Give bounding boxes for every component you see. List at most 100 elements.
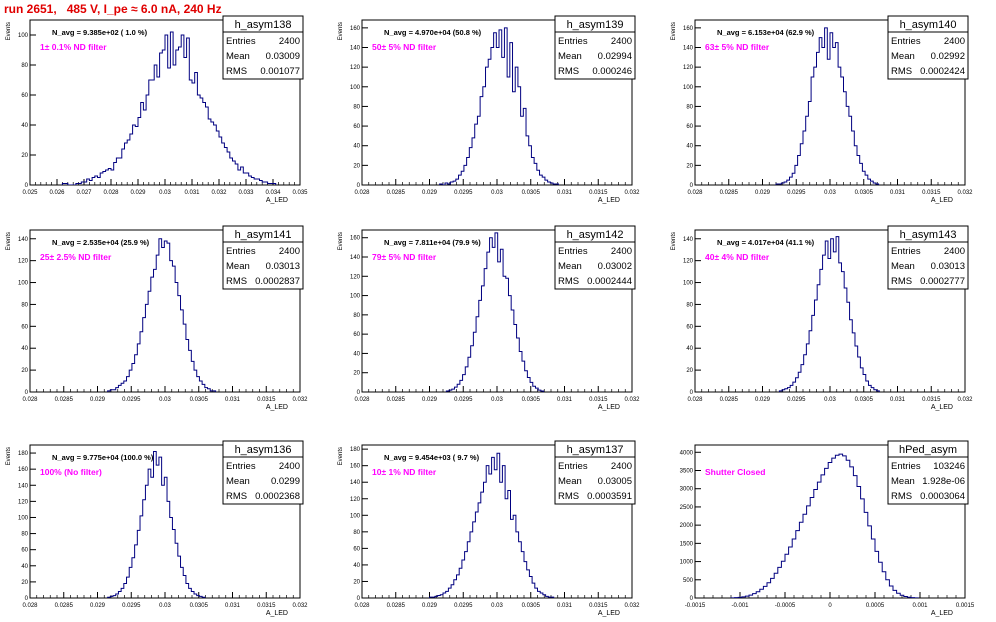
- x-axis-label: A_LED: [931, 197, 953, 204]
- y-tick-label: 40: [353, 351, 360, 357]
- x-tick-label: 0.031: [557, 397, 573, 403]
- filter-annotation: 100% (No filter): [40, 467, 102, 477]
- y-tick-label: 100: [683, 85, 694, 91]
- stats-key: RMS: [558, 66, 579, 77]
- histogram-series: [730, 453, 919, 598]
- y-tick-label: 40: [21, 564, 28, 570]
- filter-annotation: 1± 0.1% ND filter: [40, 42, 107, 52]
- y-tick-label: 20: [21, 368, 28, 374]
- stats-key: Mean: [891, 51, 915, 62]
- histogram-series: [107, 450, 206, 598]
- x-tick-label: 0.032: [292, 397, 308, 403]
- x-tick-label: 0.0315: [922, 397, 941, 403]
- x-tick-label: 0.0285: [720, 397, 739, 403]
- y-tick-label: 120: [683, 65, 694, 71]
- stats-box: [887, 31, 969, 80]
- stats-key: Entries: [226, 461, 256, 472]
- x-tick-label: -0.0015: [685, 603, 706, 609]
- navg-label: N_avg = 4.017e+04 (41.1 %): [717, 238, 815, 247]
- x-tick-label: 0.029: [90, 603, 106, 609]
- x-tick-label: 0.031: [557, 603, 573, 609]
- stats-value: 0.000246: [592, 66, 632, 77]
- y-tick-label: 80: [686, 302, 693, 308]
- y-tick-label: 1500: [680, 541, 694, 547]
- y-tick-label: 0: [690, 390, 694, 396]
- histogram-series: [439, 27, 559, 185]
- x-tick-label: 0.0015: [956, 603, 975, 609]
- x-tick-label: 0.028: [22, 603, 38, 609]
- x-tick-label: 0.025: [22, 190, 38, 196]
- stats-value: 2400: [611, 246, 632, 257]
- y-tick-label: 0: [25, 183, 29, 189]
- histogram-series: [445, 232, 545, 392]
- x-tick-label: 0.032: [957, 190, 973, 196]
- y-tick-label: 0: [357, 390, 361, 396]
- y-tick-label: 60: [686, 124, 693, 130]
- stats-value: 0.0299: [271, 476, 300, 487]
- navg-label: N_avg = 2.535e+04 (25.9 %): [52, 238, 150, 247]
- stats-key: Entries: [558, 246, 588, 257]
- y-tick-label: 100: [350, 294, 361, 300]
- y-tick-label: 100: [18, 33, 29, 39]
- stats-box: [554, 241, 636, 290]
- stats-value: 0.0003064: [920, 491, 965, 502]
- navg-label: N_avg = 4.970e+04 (50.8 %): [384, 28, 482, 37]
- x-tick-label: 0.0315: [922, 190, 941, 196]
- y-tick-label: 60: [686, 324, 693, 330]
- histogram-series: [61, 31, 277, 185]
- y-tick-label: 40: [353, 144, 360, 150]
- navg-label: N_avg = 7.811e+04 (79.9 %): [384, 238, 481, 247]
- y-tick-label: 20: [353, 371, 360, 377]
- x-tick-label: 0.028: [687, 190, 703, 196]
- x-tick-label: 0.028: [687, 397, 703, 403]
- stats-box: [887, 241, 969, 290]
- stats-value: 0.0003591: [587, 491, 632, 502]
- y-tick-label: 0: [25, 596, 29, 602]
- stats-value: 2400: [611, 461, 632, 472]
- x-tick-label: 0.029: [422, 190, 438, 196]
- stats-title: h_asym141: [235, 229, 292, 241]
- x-tick-label: 0.001: [912, 603, 928, 609]
- y-tick-label: 140: [683, 46, 694, 52]
- x-axis-label: A_LED: [931, 404, 953, 411]
- histogram-panel-h_asym139: 0.028 0.0285 0.029 0.0295 0.03 0.0305 0.031 0.0…: [338, 15, 640, 204]
- stats-value: 2400: [279, 246, 300, 257]
- y-tick-label: 3500: [680, 469, 694, 475]
- stats-key: Entries: [226, 246, 256, 257]
- stats-key: Mean: [226, 261, 250, 272]
- x-tick-label: 0.03: [159, 190, 171, 196]
- y-tick-label: 100: [683, 281, 694, 287]
- x-tick-label: 0.0305: [522, 190, 541, 196]
- x-tick-label: 0.0005: [866, 603, 885, 609]
- y-tick-label: 20: [686, 368, 693, 374]
- x-tick-label: 0.0295: [122, 397, 141, 403]
- x-tick-label: 0.028: [354, 603, 370, 609]
- stats-key: Mean: [891, 476, 915, 487]
- stats-key: Entries: [891, 246, 921, 257]
- y-tick-label: 180: [350, 447, 361, 453]
- stats-key: RMS: [891, 491, 912, 502]
- x-tick-label: 0.026: [49, 190, 65, 196]
- stats-value: 0.001077: [260, 66, 300, 77]
- stats-value: 2400: [279, 36, 300, 47]
- x-tick-label: 0.0315: [257, 397, 276, 403]
- stats-key: Mean: [226, 51, 250, 62]
- y-tick-label: 140: [350, 480, 361, 486]
- stats-key: RMS: [226, 491, 247, 502]
- x-tick-label: 0.0295: [787, 397, 806, 403]
- histogram-series: [778, 236, 880, 392]
- y-tick-label: 60: [353, 332, 360, 338]
- y-tick-label: 40: [353, 563, 360, 569]
- x-tick-label: 0.03: [491, 190, 503, 196]
- x-tick-label: 0.033: [238, 190, 254, 196]
- x-tick-label: 0.0285: [55, 603, 74, 609]
- x-tick-label: 0.0295: [787, 190, 806, 196]
- x-tick-label: 0.031: [184, 190, 200, 196]
- y-tick-label: 160: [350, 464, 361, 470]
- y-axis-label: Events: [6, 447, 12, 465]
- x-tick-label: 0.029: [755, 190, 771, 196]
- y-tick-label: 20: [353, 163, 360, 169]
- histogram-panel-hPed_asym: -0.0015 -0.001 -0.0005 0 0.0005 0.001 0.0015A_…: [680, 440, 975, 617]
- stats-key: RMS: [891, 66, 912, 77]
- y-tick-label: 140: [18, 483, 29, 489]
